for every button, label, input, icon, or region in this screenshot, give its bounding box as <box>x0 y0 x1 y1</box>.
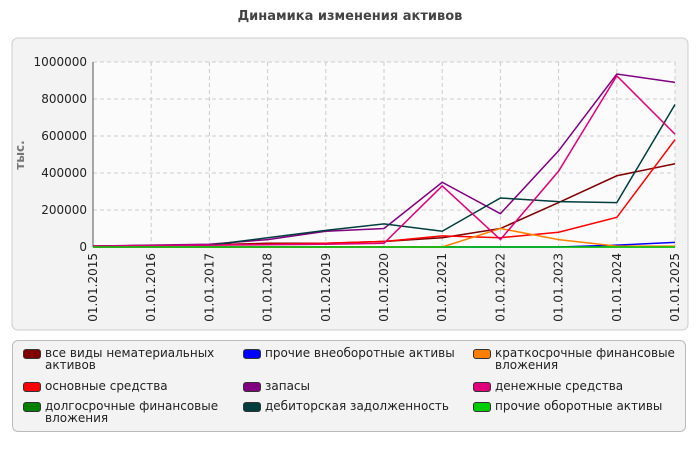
legend-label: основные средства <box>45 378 168 393</box>
x-tick-label: 01.01.2016 <box>144 253 158 322</box>
legend: все виды нематериальных активов основные … <box>12 340 686 432</box>
y-tick-label: 800000 <box>41 92 87 106</box>
legend-label: краткосрочные финансовые вложения <box>495 346 675 372</box>
x-tick-label: 01.01.2019 <box>319 253 333 322</box>
y-tick-label: 600000 <box>41 129 87 143</box>
legend-swatch <box>23 381 41 392</box>
x-tick-label: 01.01.2022 <box>493 253 507 322</box>
legend-swatch <box>473 349 491 359</box>
legend-swatch <box>23 349 41 359</box>
x-tick-label: 01.01.2020 <box>377 253 391 322</box>
chart: Динамика изменения активов тыс. 0 200000 4… <box>11 9 689 331</box>
x-tick-label: 01.01.2024 <box>610 253 624 322</box>
legend-item: прочие внеоборотные активы <box>243 347 473 378</box>
legend-item: дебиторская задолженность <box>243 400 473 431</box>
legend-label: дебиторская задолженность <box>265 399 449 414</box>
legend-item: запасы <box>243 380 473 399</box>
y-tick-label: 0 <box>79 240 87 254</box>
x-tick-label: 01.01.2021 <box>435 253 449 322</box>
x-tick-label: 01.01.2015 <box>86 253 100 322</box>
legend-label: денежные средства <box>495 378 624 393</box>
legend-label: запасы <box>265 378 311 393</box>
y-tick-label: 200000 <box>41 203 87 217</box>
chart-title: Динамика изменения активов <box>238 9 463 24</box>
legend-label: все виды нематериальных активов <box>45 346 215 372</box>
legend-item: прочие оборотные активы <box>473 400 683 431</box>
legend-item: долгосрочные финансовые вложения <box>23 400 243 431</box>
legend-item: основные средства <box>23 380 243 399</box>
legend-swatch <box>243 349 261 359</box>
x-tick-label: 01.01.2018 <box>261 253 275 322</box>
legend-label: долгосрочные финансовые вложения <box>45 399 219 426</box>
x-tick-label: 01.01.2025 <box>668 253 682 322</box>
y-tick-label: 400000 <box>41 166 87 180</box>
x-tick-label: 01.01.2023 <box>552 253 566 322</box>
legend-label: прочие оборотные активы <box>495 399 663 414</box>
legend-label: прочие внеоборотные активы <box>265 346 455 360</box>
legend-swatch <box>23 402 41 413</box>
y-axis-label: тыс. <box>13 140 27 169</box>
legend-swatch <box>243 381 261 392</box>
y-tick-label: 1000000 <box>34 55 87 69</box>
legend-swatch <box>473 381 491 392</box>
legend-item: денежные средства <box>473 380 683 399</box>
legend-swatch <box>243 402 261 413</box>
legend-item: все виды нематериальных активов <box>23 347 243 378</box>
legend-swatch <box>473 402 491 413</box>
legend-item: краткосрочные финансовые вложения <box>473 347 683 378</box>
series-line <box>92 74 676 247</box>
x-tick-label: 01.01.2017 <box>202 253 216 322</box>
